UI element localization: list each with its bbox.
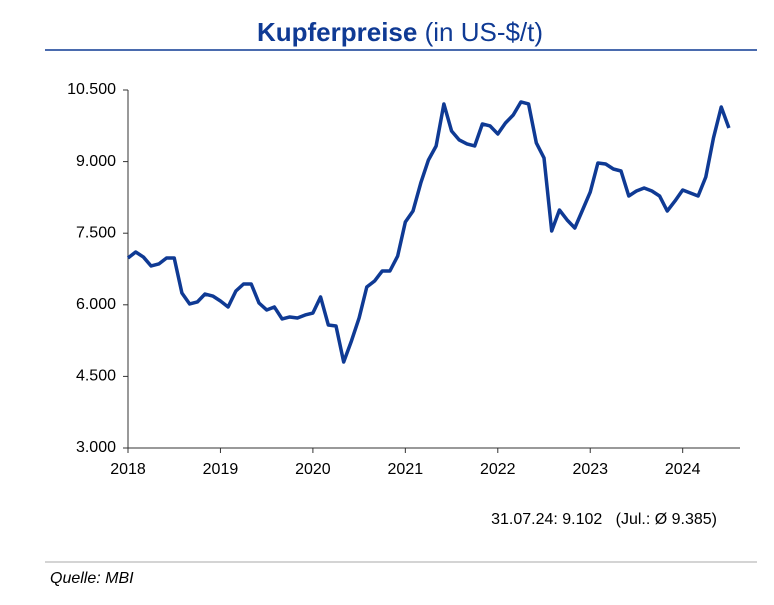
annotation: 31.07.24: 9.102 (Jul.: Ø 9.385) xyxy=(491,511,717,528)
source: Quelle: MBI xyxy=(50,570,134,587)
chart-title: Kupferpreise (in US-$/t) xyxy=(257,17,543,47)
y-tick-label: 9.000 xyxy=(76,153,116,170)
x-tick-label: 2021 xyxy=(388,461,424,478)
price-line xyxy=(126,100,731,364)
y-tick-label: 6.000 xyxy=(76,296,116,313)
y-tick-label: 4.500 xyxy=(76,368,116,385)
title-unit: (in US-$/t) xyxy=(425,17,543,47)
y-tick-label: 7.500 xyxy=(76,224,116,241)
x-tick-label: 2023 xyxy=(572,461,608,478)
x-tick-label: 2024 xyxy=(665,461,701,478)
y-tick-label: 10.500 xyxy=(67,81,116,98)
x-tick-label: 2019 xyxy=(203,461,239,478)
x-tick-label: 2022 xyxy=(480,461,516,478)
x-tick-label: 2020 xyxy=(295,461,331,478)
y-tick-label: 3.000 xyxy=(76,439,116,456)
x-tick-label: 2018 xyxy=(110,461,146,478)
title-main: Kupferpreise xyxy=(257,17,417,47)
